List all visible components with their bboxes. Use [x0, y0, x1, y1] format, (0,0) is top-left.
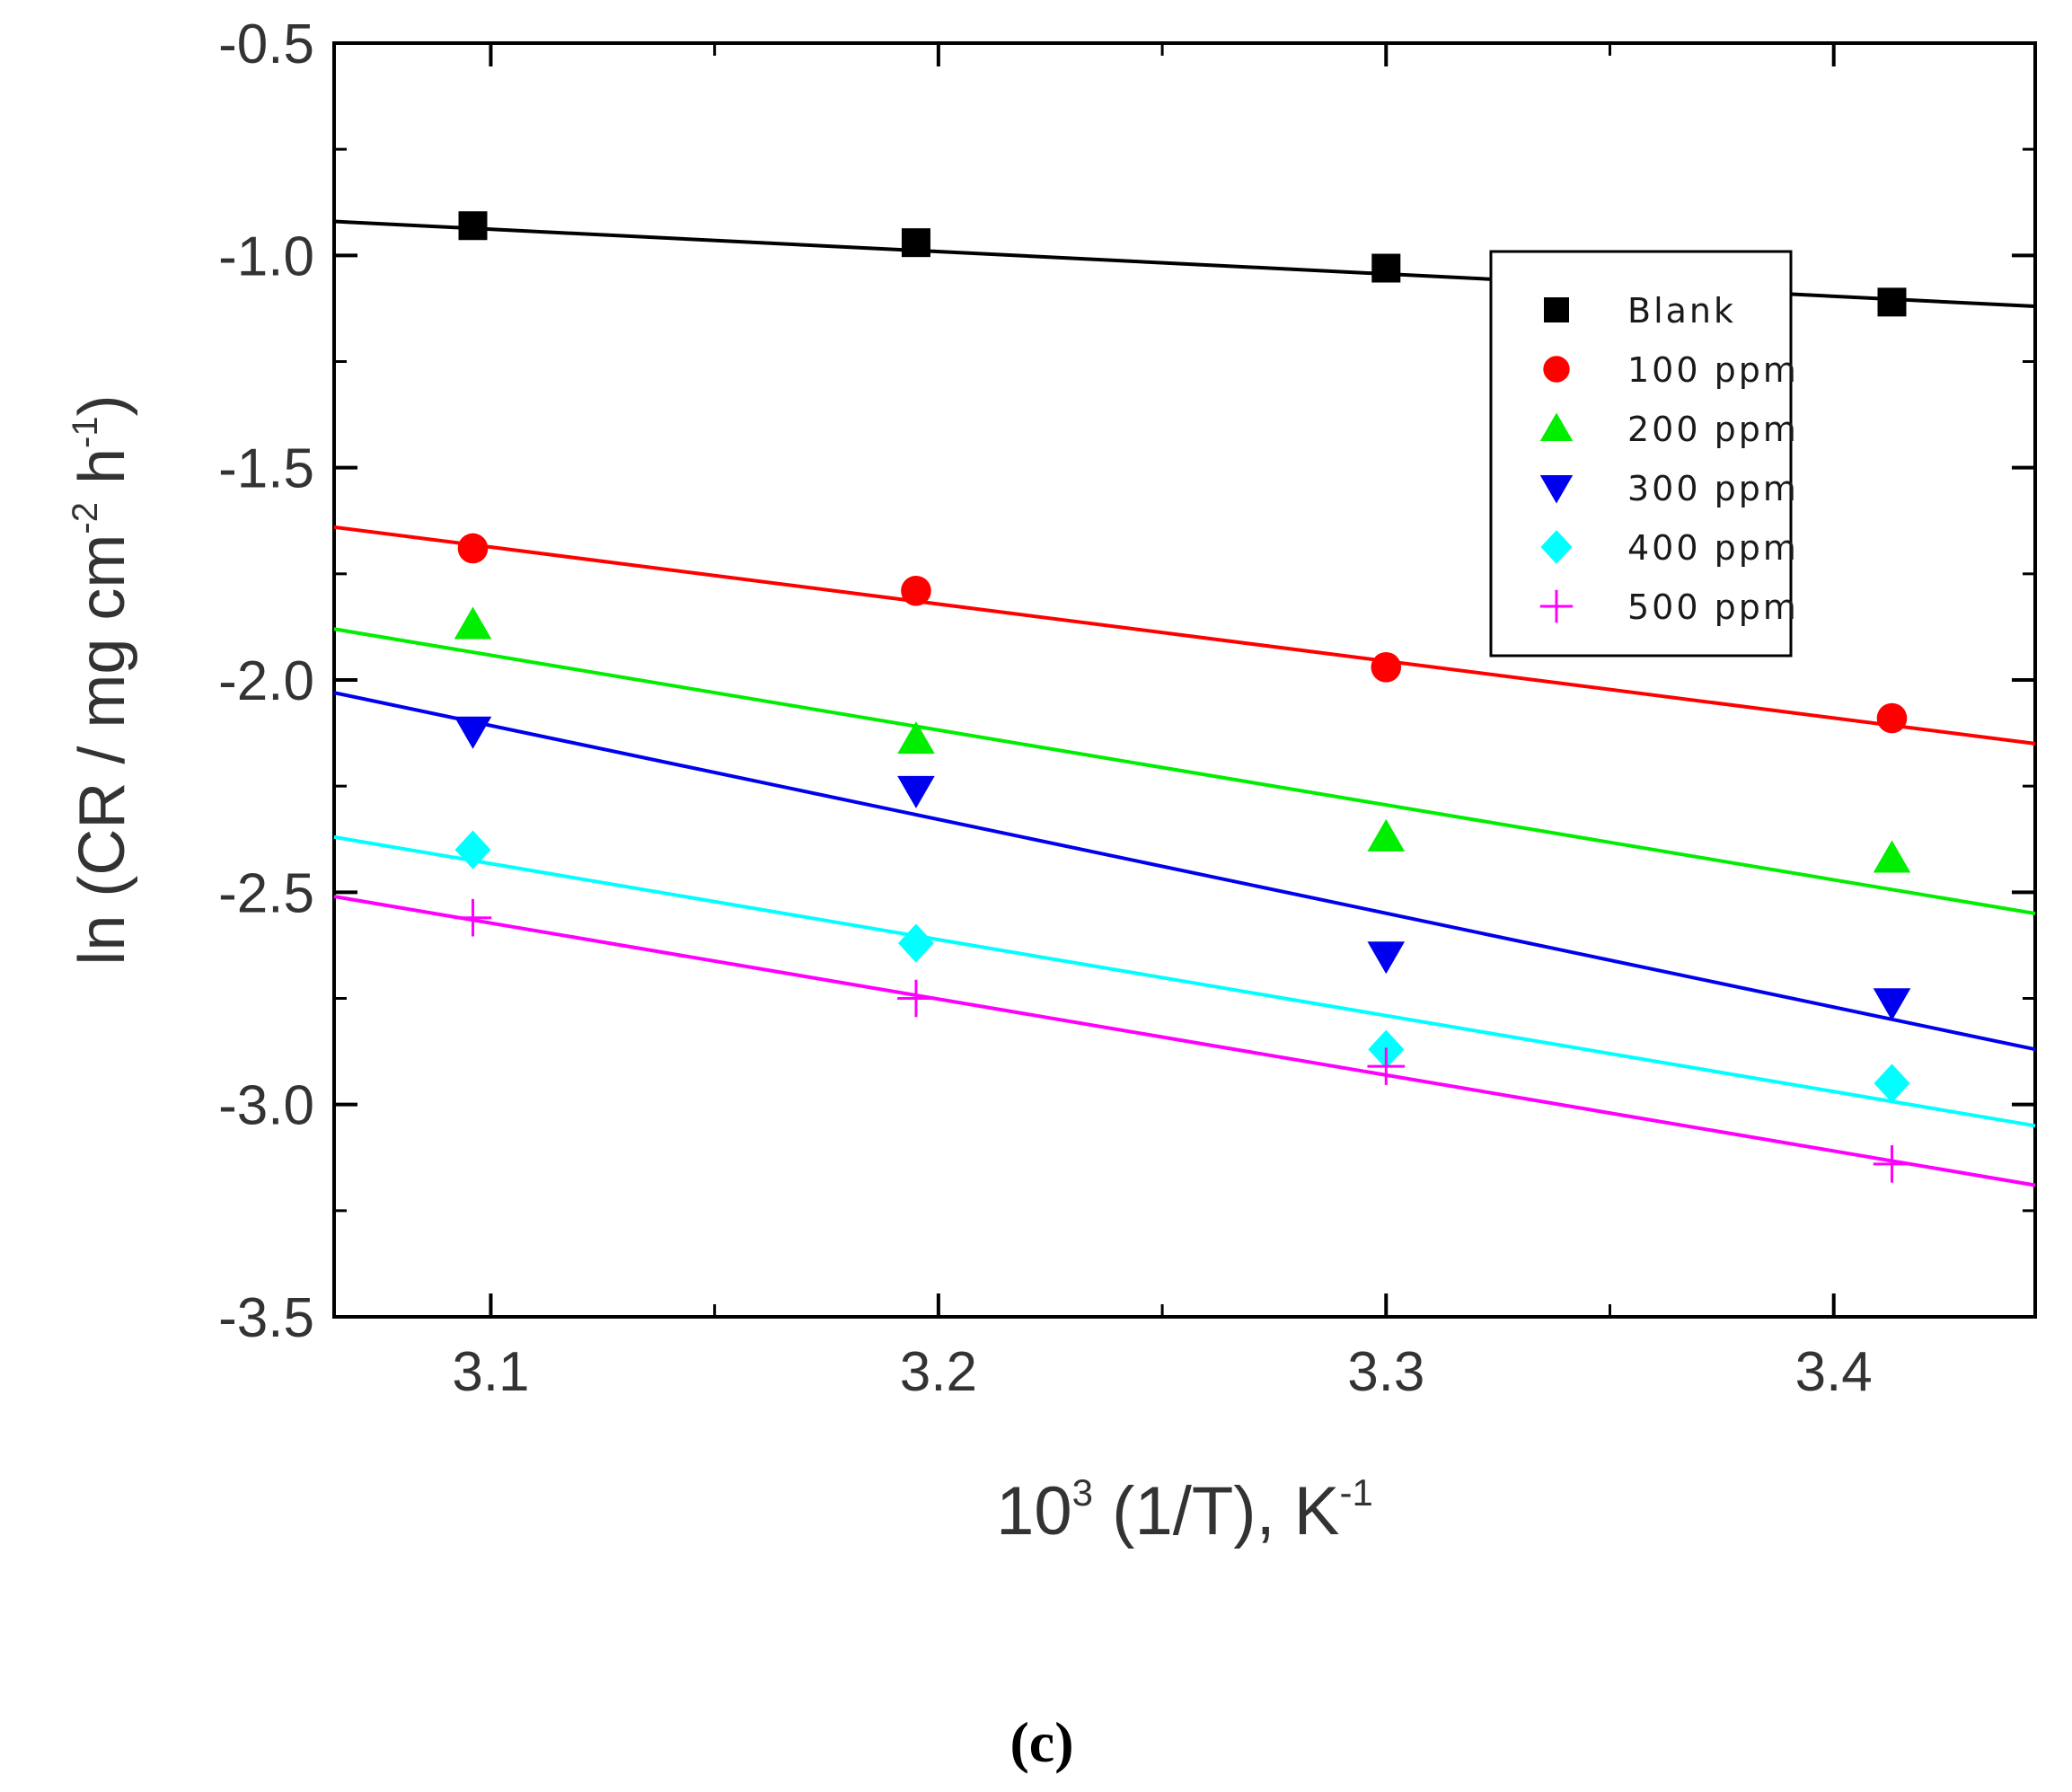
- data-point-blank: [458, 211, 488, 241]
- fit-line-100-ppm: [333, 525, 2036, 746]
- legend-label-200-ppm: 200 ppm: [1627, 410, 1799, 449]
- legend-marker-400-ppm: [1540, 530, 1573, 564]
- legend-marker-blank: [1544, 297, 1569, 322]
- legend-label-400-ppm: 400 ppm: [1627, 528, 1799, 568]
- data-point-500-ppm: [1367, 1047, 1406, 1085]
- data-point-100-ppm: [1371, 652, 1402, 683]
- y-tick-label: -3.5: [218, 1287, 314, 1349]
- y-tick-label: -2.0: [218, 650, 314, 712]
- fit-line-400-ppm: [333, 834, 2036, 1128]
- data-point-500-ppm: [1873, 1145, 1911, 1183]
- data-point-100-ppm: [1876, 702, 1908, 734]
- legend-label-500-ppm: 500 ppm: [1627, 587, 1799, 627]
- x-tick-label: 3.3: [1347, 1341, 1424, 1403]
- data-point-500-ppm: [897, 979, 935, 1018]
- fit-line-500-ppm: [333, 895, 2036, 1187]
- fit-line-200-ppm: [333, 627, 2036, 915]
- legend-marker-500-ppm: [1539, 589, 1574, 623]
- data-point-200-ppm: [897, 721, 935, 755]
- y-tick-label: -1.5: [218, 438, 314, 500]
- data-point-400-ppm: [897, 923, 934, 963]
- x-tick-label: 3.2: [900, 1341, 977, 1403]
- data-point-200-ppm: [454, 606, 492, 640]
- fit-lines: [333, 219, 2036, 1187]
- data-point-300-ppm: [454, 716, 492, 749]
- data-point-blank: [1877, 287, 1907, 317]
- legend-marker-300-ppm: [1539, 475, 1574, 504]
- y-tick-label: -3.0: [218, 1075, 314, 1137]
- data-point-300-ppm: [1367, 941, 1406, 975]
- data-point-blank: [1371, 253, 1401, 283]
- legend-marker-200-ppm: [1539, 412, 1574, 441]
- data-point-300-ppm: [897, 775, 935, 808]
- x-axis-label: 103 (1/T), K-1: [996, 1471, 1373, 1549]
- data-point-blank: [901, 228, 930, 258]
- legend: Blank 100 ppm 200 ppm 300 ppm 400 ppm 500 ppm: [1489, 250, 1799, 658]
- fit-line-300-ppm: [333, 691, 2036, 1052]
- data-point-400-ppm: [1874, 1064, 1910, 1103]
- y-axis-label: ln (CR / mg cm-2 h-1): [66, 394, 138, 965]
- data-point-300-ppm: [1873, 988, 1911, 1021]
- legend-label-300-ppm: 300 ppm: [1627, 469, 1799, 508]
- data-point-400-ppm: [454, 830, 491, 870]
- legend-label-blank: Blank: [1627, 291, 1736, 331]
- data-point-100-ppm: [901, 575, 931, 606]
- x-tick-label: 3.4: [1795, 1341, 1873, 1403]
- legend-marker-100-ppm: [1543, 356, 1570, 383]
- legend-box: [1489, 250, 1793, 658]
- y-tick-label: -2.5: [218, 862, 314, 924]
- panel-label: (c): [1010, 1710, 1073, 1774]
- y-tick-label: -0.5: [218, 13, 314, 75]
- legend-label-100-ppm: 100 ppm: [1627, 350, 1799, 390]
- y-tick-label: -1.0: [218, 225, 314, 287]
- data-point-200-ppm: [1873, 840, 1911, 873]
- data-point-500-ppm: [454, 898, 492, 937]
- tick-labels: -0.5 -1.0 -1.5 -2.0 -2.5 -3.0 -3.5 3.1 3.2 3.3 3.4: [218, 13, 1873, 1403]
- x-tick-label: 3.1: [452, 1341, 529, 1403]
- data-markers: [454, 211, 1911, 1183]
- axis-ticks: [334, 41, 2035, 1319]
- data-point-200-ppm: [1367, 818, 1406, 852]
- data-point-100-ppm: [457, 533, 489, 564]
